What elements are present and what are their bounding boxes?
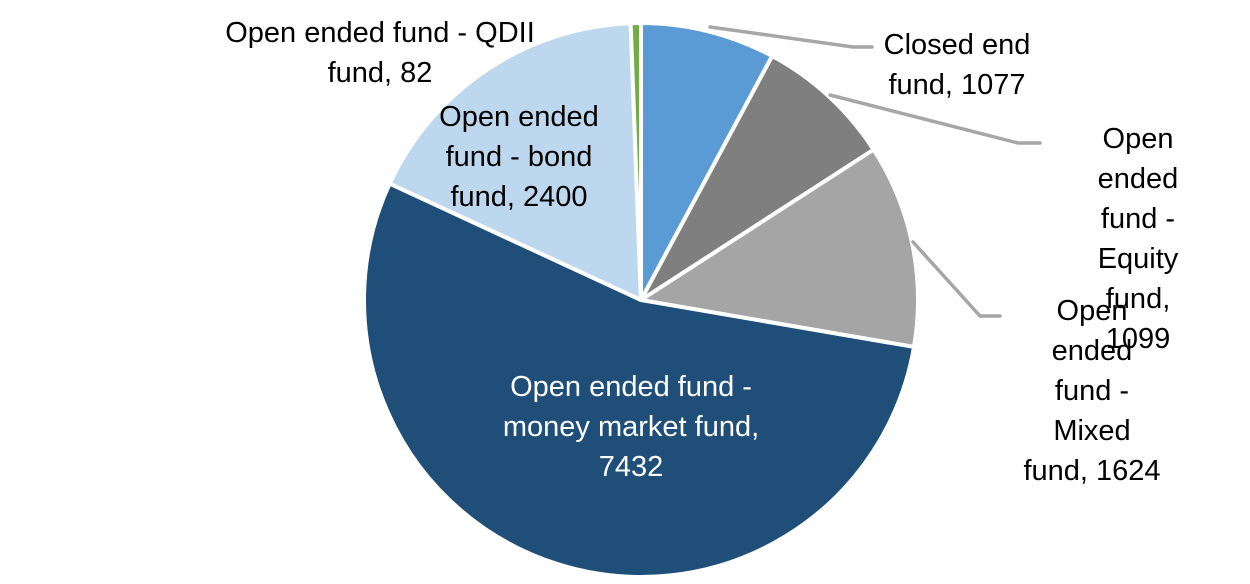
pie-slice-0 bbox=[639, 21, 775, 302]
pie-slice-5 bbox=[628, 21, 643, 302]
data-label-bond-fund: Open ended fund - bond fund, 2400 bbox=[439, 101, 599, 213]
leader-line-2 bbox=[911, 240, 1002, 318]
leader-line-1 bbox=[828, 93, 1042, 145]
pie-slice-2 bbox=[639, 147, 920, 349]
data-label-closed-end-fund: Closed end fund, 1077 bbox=[883, 29, 1031, 101]
pie-slice-3 bbox=[362, 181, 916, 579]
data-label-equity-fund: Open ended fund - Equity fund, 1099 bbox=[1097, 123, 1179, 355]
data-label-qdii-fund: Open ended fund - QDII fund, 82 bbox=[225, 17, 535, 89]
leader-line-0 bbox=[708, 25, 874, 49]
pie-slice-4 bbox=[387, 21, 643, 302]
data-label-mixed-fund: Open ended fund - Mixed fund, 1624 bbox=[1023, 295, 1161, 487]
data-label-money-market-fund: Open ended fund - money market fund, 743… bbox=[502, 371, 760, 483]
pie-slice-1 bbox=[639, 54, 876, 302]
